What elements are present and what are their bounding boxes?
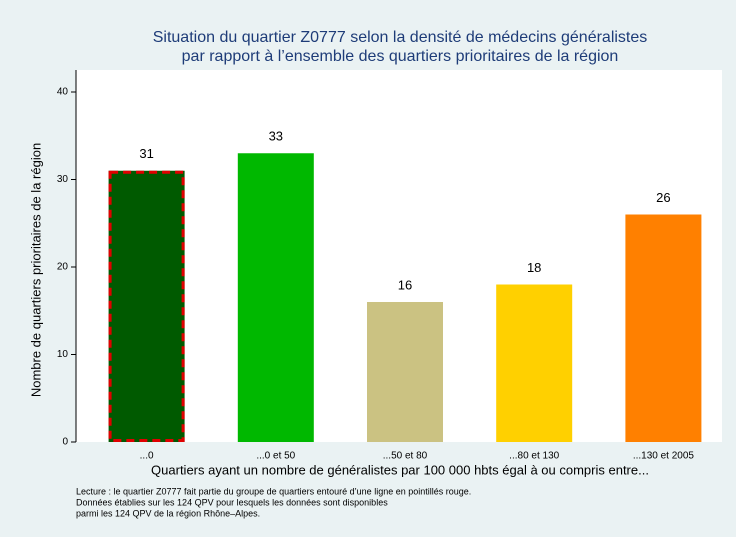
note: parmi les 124 QPV de la région Rhône–Alp… [76,508,260,518]
x-tick-label: ...50 et 80 [383,451,428,462]
chart-title: par rapport à l’ensemble des quartiers p… [182,48,619,65]
note: Données établies sur les 124 QPV pour le… [76,497,388,507]
bar [237,153,314,442]
bar [496,284,573,442]
y-tick-label: 40 [57,87,69,98]
y-tick-label: 30 [57,174,69,185]
y-tick-label: 0 [62,437,68,448]
y-tick-label: 20 [57,262,69,273]
bar [625,214,702,442]
value-label: 16 [398,277,412,292]
note: Lecture : le quartier Z0777 fait partie … [76,486,471,496]
x-tick-label: ...0 [140,451,154,462]
x-axis-label: Quartiers ayant un nombre de généraliste… [151,462,649,477]
value-label: 33 [269,129,283,144]
y-tick-label: 10 [57,349,69,360]
chart-title: Situation du quartier Z0777 selon la den… [153,29,648,46]
y-axis-label: Nombre de quartiers prioritaires de la r… [28,143,43,397]
highlight-outline [108,170,185,442]
x-tick-label: ...0 et 50 [256,451,295,462]
value-label: 26 [656,190,670,205]
value-label: 18 [527,260,541,275]
bar [108,170,185,442]
bar [367,302,443,442]
x-tick-label: ...80 et 130 [509,451,559,462]
value-label: 31 [139,146,153,161]
x-tick-label: ...130 et 2005 [633,451,695,462]
